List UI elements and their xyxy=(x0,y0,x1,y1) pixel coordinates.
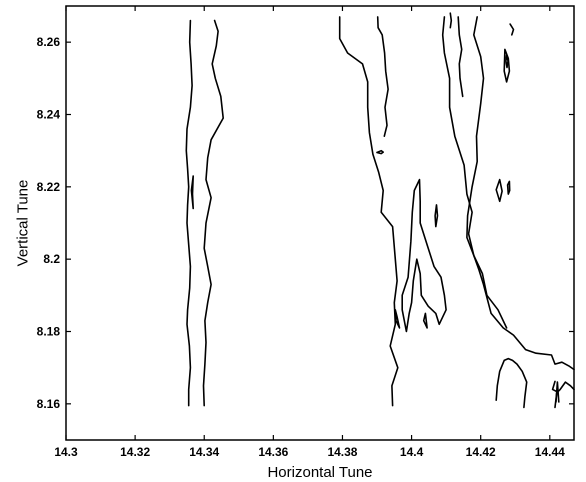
x-tick-label: 14.44 xyxy=(535,445,565,459)
y-tick-label: 8.26 xyxy=(37,35,61,49)
x-tick-label: 14.36 xyxy=(258,445,288,459)
contour-line xyxy=(338,16,399,407)
contour-line xyxy=(202,19,224,407)
x-tick-label: 14.3 xyxy=(54,445,78,459)
contour-line xyxy=(506,180,511,195)
contour-line xyxy=(505,53,509,69)
contour-line xyxy=(394,308,401,329)
contour-line xyxy=(555,381,560,403)
contour-line xyxy=(376,149,385,155)
contour-line xyxy=(495,357,528,409)
x-tick-label: 14.38 xyxy=(327,445,357,459)
y-axis-title: Vertical Tune xyxy=(14,180,31,267)
y-tick-label: 8.22 xyxy=(37,180,61,194)
contour-line xyxy=(376,16,389,137)
axis-ticks: 14.3 14.32 14.34 14.36 14.38 14.4 14.42 14.44 8.… xyxy=(37,6,574,459)
y-tick-label: 8.24 xyxy=(37,108,61,122)
y-tick-label: 8.16 xyxy=(37,397,61,411)
contour-line xyxy=(551,380,557,393)
x-axis-title: Horizontal Tune xyxy=(267,464,372,481)
x-tick-label: 14.34 xyxy=(189,445,219,459)
plot-frame xyxy=(65,5,575,441)
contour-line xyxy=(190,175,194,210)
y-tick-label: 8.2 xyxy=(43,252,60,266)
contour-line xyxy=(422,312,428,329)
x-tick-label: 14.4 xyxy=(400,445,424,459)
contour-line xyxy=(401,178,447,333)
y-tick-label: 8.18 xyxy=(37,325,61,339)
contour-lines xyxy=(185,12,575,409)
contour-line xyxy=(466,16,508,329)
contour-line xyxy=(509,23,515,36)
contour-line xyxy=(441,16,575,371)
contour-line xyxy=(457,16,464,98)
contour-line xyxy=(449,12,453,29)
contour-line xyxy=(495,178,503,203)
x-tick-label: 14.32 xyxy=(120,445,150,459)
contour-line xyxy=(185,19,193,407)
contour-line xyxy=(434,204,439,228)
x-tick-label: 14.42 xyxy=(466,445,496,459)
